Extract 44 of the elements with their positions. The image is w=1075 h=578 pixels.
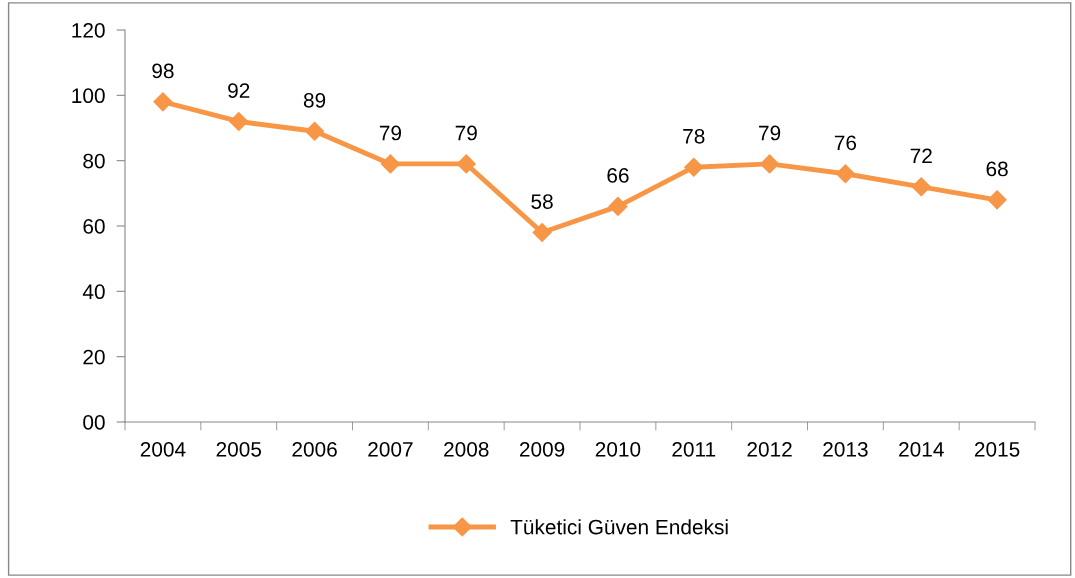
x-tick-label: 2008 (444, 441, 489, 457)
data-label: 92 (228, 83, 250, 98)
data-label: 89 (303, 92, 326, 108)
y-tick-label: 00 (83, 415, 105, 430)
x-tick-label: 2004 (140, 441, 186, 457)
data-label: 79 (455, 125, 477, 141)
point (456, 154, 476, 174)
point (760, 154, 780, 174)
x-tick-label: 2007 (368, 441, 413, 457)
data-label: 98 (152, 63, 174, 79)
point (532, 222, 552, 243)
x-tick-label: 2009 (519, 441, 565, 457)
point (911, 177, 931, 197)
point (229, 111, 249, 132)
y-tick-label: 40 (82, 284, 105, 300)
x-tick-label: 2010 (595, 441, 641, 457)
x-tick-label: 2013 (823, 441, 868, 457)
point (153, 92, 173, 112)
x-tick-label: 2012 (747, 441, 792, 457)
y-tick-label: 80 (83, 153, 105, 169)
data-label: 79 (759, 125, 781, 141)
point (380, 154, 400, 174)
x-tick-label: 2014 (899, 441, 944, 457)
legend-label: Tüketici Güven Endeksi (510, 519, 728, 535)
x-tick-label: 2005 (216, 441, 262, 457)
x-tick-label: 2011 (672, 441, 716, 457)
data-label: 72 (910, 148, 932, 164)
x-tick-label: 2006 (292, 441, 337, 457)
x-tick-label: 2015 (974, 441, 1020, 457)
point (987, 190, 1007, 210)
y-tick-label: 60 (83, 219, 105, 234)
data-label: 68 (986, 161, 1008, 177)
data-label: 76 (834, 135, 857, 151)
point (608, 196, 628, 216)
y-tick-label: 100 (72, 88, 105, 104)
data-label: 66 (607, 168, 629, 183)
point (835, 164, 855, 184)
data-label: 78 (683, 128, 705, 144)
data-label: 58 (531, 194, 553, 209)
y-tick-label: 120 (72, 23, 105, 38)
y-tick-label: 20 (83, 349, 105, 365)
point (684, 157, 704, 177)
data-label: 79 (379, 125, 402, 141)
point (305, 121, 325, 141)
